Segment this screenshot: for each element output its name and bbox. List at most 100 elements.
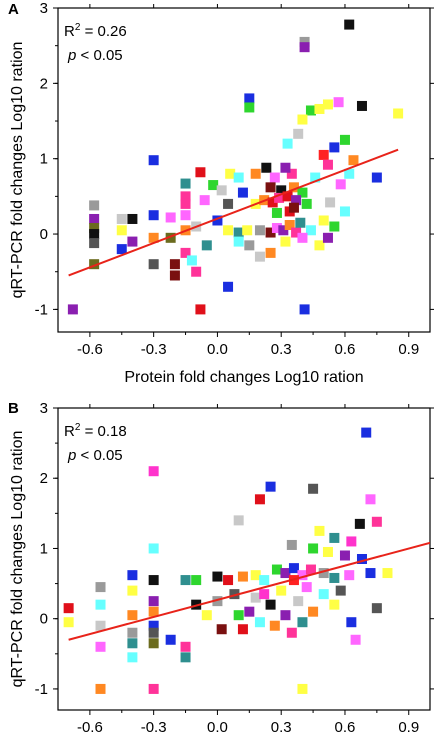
- y-tick-label: 3: [40, 0, 48, 17]
- data-point: [339, 550, 350, 561]
- x-tick-label: 0.0: [207, 341, 228, 358]
- data-point: [365, 494, 376, 505]
- data-point: [346, 617, 357, 628]
- data-point: [344, 168, 355, 179]
- data-point: [180, 198, 191, 209]
- data-point: [265, 247, 276, 258]
- data-point: [225, 168, 236, 179]
- data-point: [180, 652, 191, 663]
- data-point: [191, 575, 202, 586]
- data-point: [305, 105, 316, 116]
- data-point: [271, 564, 282, 575]
- x-tick-label: 0.3: [271, 341, 292, 358]
- data-point: [195, 304, 206, 315]
- y-tick-label: 0: [40, 611, 48, 628]
- data-point: [229, 589, 240, 600]
- data-point: [297, 617, 308, 628]
- y-tick-label: -1: [35, 681, 48, 698]
- data-point: [297, 683, 308, 694]
- data-point: [89, 238, 100, 249]
- x-tick-label: -0.6: [77, 719, 103, 736]
- data-point: [350, 634, 361, 645]
- y-tick-label: 0: [40, 226, 48, 243]
- data-point: [276, 185, 287, 196]
- data-point: [344, 570, 355, 581]
- data-point: [265, 227, 276, 238]
- data-point: [95, 620, 106, 631]
- data-point: [180, 178, 191, 189]
- data-layer: [63, 427, 430, 694]
- data-point: [322, 159, 333, 170]
- data-point: [259, 589, 270, 600]
- data-point: [127, 585, 138, 596]
- data-point: [223, 575, 234, 586]
- data-point: [244, 240, 255, 251]
- data-point: [299, 42, 310, 53]
- x-axis-title: Protein fold changes Log10 ration: [124, 369, 363, 386]
- x-tick-label: -0.6: [77, 341, 103, 358]
- data-point: [335, 585, 346, 596]
- data-point: [148, 627, 159, 638]
- data-point: [169, 259, 180, 270]
- data-point: [201, 240, 212, 251]
- data-point: [329, 532, 340, 543]
- data-point: [148, 638, 159, 649]
- x-tick-label: 0.9: [398, 341, 419, 358]
- data-point: [329, 142, 340, 153]
- data-point: [95, 599, 106, 610]
- data-point: [244, 606, 255, 617]
- data-point: [280, 568, 291, 579]
- data-point: [250, 168, 261, 179]
- data-point: [212, 596, 223, 607]
- data-point: [233, 227, 244, 238]
- data-point: [127, 627, 138, 638]
- data-point: [288, 563, 299, 574]
- data-point: [237, 571, 248, 582]
- data-point: [322, 232, 333, 243]
- data-point: [297, 114, 308, 125]
- data-point: [223, 225, 234, 236]
- data-point: [148, 259, 159, 270]
- data-point: [261, 162, 272, 173]
- data-point: [180, 191, 191, 202]
- data-point: [356, 554, 367, 564]
- data-point: [267, 197, 278, 208]
- data-point: [269, 620, 280, 631]
- data-point: [305, 225, 316, 236]
- y-axis-title: qRT-PCR fold changes Log10 ration: [9, 431, 26, 688]
- data-point: [297, 187, 308, 198]
- x-tick-label: 0.0: [207, 719, 228, 736]
- data-point: [67, 304, 78, 315]
- data-point: [269, 172, 280, 183]
- data-point: [293, 596, 304, 607]
- data-point: [314, 525, 325, 536]
- data-point: [186, 255, 197, 266]
- y-axis-title: qRT-PCR fold changes Log10 ration: [9, 42, 26, 299]
- data-point: [201, 610, 212, 621]
- chart-panel-a: A -0.6 -0.3 0.0 0.3 0.6 0.9 -1 0 1 2 3 Protein fold …: [8, 0, 434, 386]
- data-point: [299, 36, 310, 47]
- data-point: [265, 182, 276, 193]
- data-point: [356, 100, 367, 111]
- data-point: [95, 683, 106, 694]
- data-point: [310, 172, 321, 183]
- data-point: [297, 232, 308, 243]
- x-tick-label: 0.9: [398, 719, 419, 736]
- data-point: [365, 568, 376, 579]
- data-point: [371, 516, 382, 527]
- data-point: [223, 281, 234, 292]
- p-value-label: p < 0.05: [67, 47, 123, 64]
- data-point: [148, 210, 159, 221]
- x-tick-label: 0.6: [335, 341, 356, 358]
- data-point: [325, 197, 336, 208]
- data-point: [322, 99, 333, 110]
- data-point: [212, 571, 223, 582]
- data-point: [280, 162, 291, 173]
- y-tick-label: 2: [40, 75, 48, 92]
- data-point: [286, 168, 297, 179]
- x-tick-label: -0.3: [141, 341, 167, 358]
- x-tick-label: 0.6: [335, 719, 356, 736]
- data-point: [237, 624, 248, 635]
- data-point: [280, 236, 291, 247]
